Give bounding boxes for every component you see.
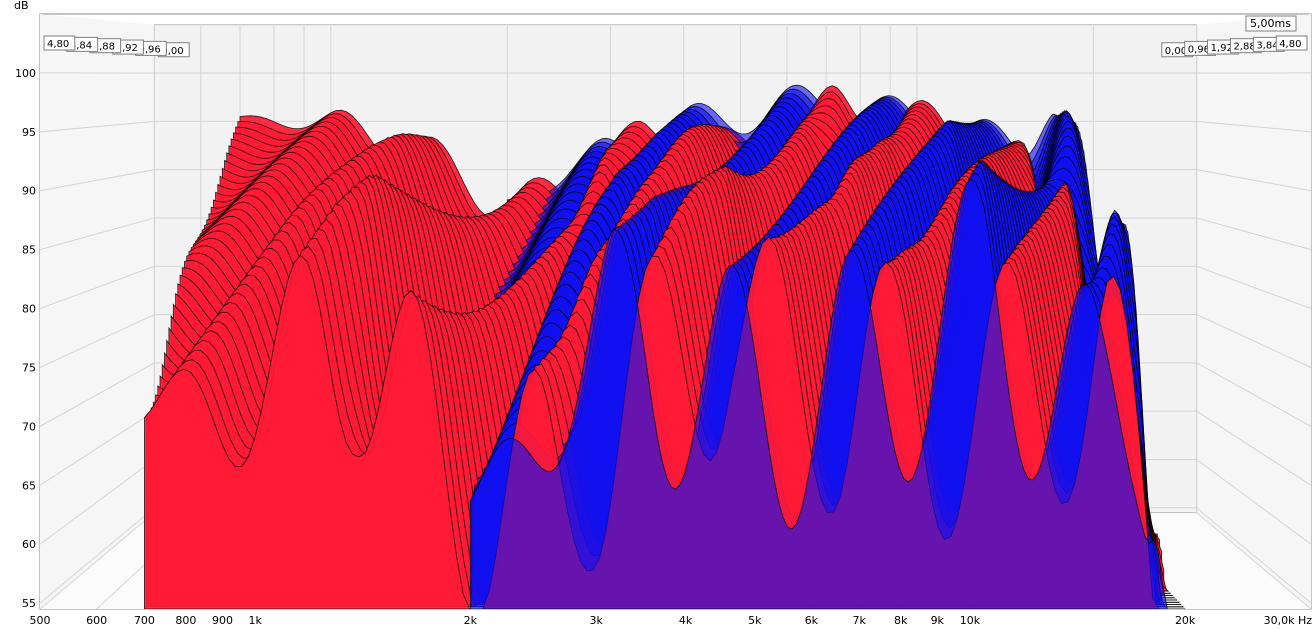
y-axis-labels: 100 95 90 85 80 75 70 65 60 55 <box>15 67 36 610</box>
time-tick-label: 2,88 <box>93 42 115 53</box>
time-tick-label: 3,84 <box>70 40 92 51</box>
y-tick-label: 90 <box>22 185 36 198</box>
waterfall-slices <box>144 84 1186 609</box>
x-tick-label: 20k <box>1175 614 1196 627</box>
y-tick-label: 60 <box>22 538 36 551</box>
x-tick-label: 1k <box>248 614 262 627</box>
grid-line-floor <box>1196 512 1311 609</box>
grid-line-floor <box>40 512 155 609</box>
time-readout: 5,00ms <box>1245 15 1297 32</box>
x-tick-label: 6k <box>805 614 819 627</box>
y-tick-label: 100 <box>15 67 36 80</box>
x-tick-label: 10k <box>960 614 981 627</box>
time-tick-label: 4,80 <box>1279 39 1301 50</box>
time-tick-box <box>43 35 76 51</box>
y-tick-label: 70 <box>22 420 36 433</box>
y-tick-label: 95 <box>22 126 36 139</box>
y-unit-label: dB <box>14 0 29 12</box>
y-tick-label: 75 <box>22 361 36 374</box>
y-tick-label: 80 <box>22 303 36 316</box>
x-tick-label: 7k <box>853 614 867 627</box>
x-tick-label: 5k <box>748 614 762 627</box>
time-tick-label: 1,92 <box>1211 43 1233 54</box>
x-tick-label: 700 <box>134 614 155 627</box>
y-tick-label: 65 <box>22 479 36 492</box>
time-tick-label: 1,92 <box>116 43 138 54</box>
time-tick-label: 2,88 <box>1233 42 1255 53</box>
time-axis-labels: 0,00 0,000,96 0,961,92 1,922,88 2,883,84 3,84… <box>43 35 1308 58</box>
x-tick-label: 4k <box>679 614 693 627</box>
svg-text:5,00ms: 5,00ms <box>1250 17 1291 30</box>
time-tick-label: 0,96 <box>1188 44 1210 55</box>
right-wall <box>1196 14 1311 609</box>
time-tick-label: 4,80 <box>47 39 69 50</box>
time-tick-label: 0,00 <box>1165 46 1187 57</box>
y-tick-label: 55 <box>22 597 36 610</box>
x-tick-label: 30,0k Hz <box>1264 614 1313 627</box>
time-tick-label: 3,84 <box>1256 40 1278 51</box>
x-tick-label: 800 <box>175 614 196 627</box>
waterfall-slice <box>469 178 1186 609</box>
time-tick-label: 0,96 <box>139 44 161 55</box>
x-tick-label: 3k <box>590 614 604 627</box>
left-wall <box>40 14 155 609</box>
x-axis-labels: 500 600 700 800 900 1k 2k 3k 4k 5k 6k 7k 8k 9k 10k 20k 3… <box>30 614 1313 627</box>
x-tick-label: 600 <box>86 614 107 627</box>
x-tick-label: 900 <box>212 614 233 627</box>
x-tick-label: 500 <box>30 614 51 627</box>
x-tick-label: 2k <box>464 614 478 627</box>
y-tick-label: 85 <box>22 244 36 257</box>
x-tick-label: 8k <box>894 614 908 627</box>
time-tick-box <box>1275 35 1308 51</box>
x-tick-label: 9k <box>931 614 945 627</box>
time-tick-label: 0,00 <box>161 46 183 57</box>
